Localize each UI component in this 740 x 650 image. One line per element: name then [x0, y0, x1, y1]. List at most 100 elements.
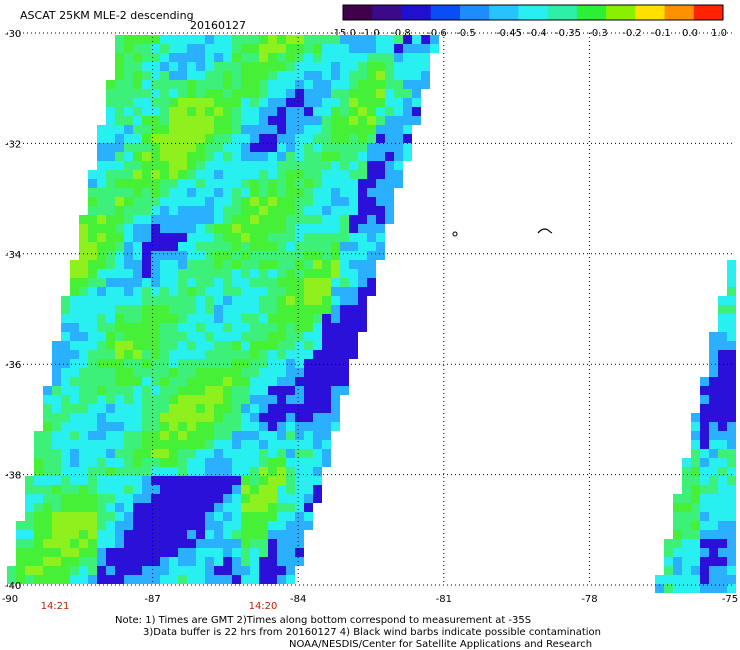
swath-cell [358, 323, 367, 332]
swath-cell [277, 53, 286, 62]
swath-cell [727, 458, 736, 467]
swath-cell [700, 566, 709, 575]
swath-cell [160, 287, 169, 296]
swath-cell [709, 530, 718, 539]
swath-cell [61, 386, 70, 395]
swath-cell [214, 323, 223, 332]
swath-cell [349, 305, 358, 314]
swath-cell [313, 305, 322, 314]
swath-cell [232, 251, 241, 260]
swath-cell [223, 566, 232, 575]
swath-cell [277, 296, 286, 305]
swath-cell [34, 530, 43, 539]
swath-cell [205, 233, 214, 242]
swath-cell [79, 449, 88, 458]
swath-cell [727, 413, 736, 422]
swath-cell [160, 125, 169, 134]
swath-cell [313, 332, 322, 341]
swath-cell [43, 512, 52, 521]
swath-cell [286, 278, 295, 287]
swath-cell [70, 512, 79, 521]
swath-cell [268, 71, 277, 80]
swath-cell [151, 287, 160, 296]
swath-cell [178, 539, 187, 548]
swath-cell [160, 548, 169, 557]
swath-cell [394, 125, 403, 134]
swath-cell [259, 53, 268, 62]
swath-cell [178, 179, 187, 188]
swath-cell [178, 323, 187, 332]
swath-cell [367, 224, 376, 233]
swath-cell [295, 449, 304, 458]
swath-cell [241, 566, 250, 575]
swath-cell [178, 233, 187, 242]
swath-cell [106, 467, 115, 476]
time-label: 14:20 [249, 601, 278, 612]
swath-cell [151, 35, 160, 44]
swath-cell [178, 377, 187, 386]
swath-cell [214, 386, 223, 395]
swath-cell [718, 368, 727, 377]
swath-cell [259, 215, 268, 224]
swath-cell [160, 62, 169, 71]
swath-cell [295, 512, 304, 521]
swath-cell [322, 269, 331, 278]
swath-cell [295, 377, 304, 386]
swath-cell [187, 242, 196, 251]
swath-cell [34, 503, 43, 512]
swath-cell [727, 404, 736, 413]
swath-cell [241, 80, 250, 89]
swath-cell [241, 395, 250, 404]
product-date: 20160127 [190, 19, 246, 32]
swath-cell [718, 431, 727, 440]
swath-cell [304, 143, 313, 152]
swath-cell [268, 269, 277, 278]
swath-cell [133, 242, 142, 251]
swath-cell [169, 98, 178, 107]
swath-cell [295, 368, 304, 377]
swath-cell [367, 215, 376, 224]
swath-cell [169, 152, 178, 161]
swath-cell [322, 305, 331, 314]
swath-cell [169, 521, 178, 530]
swath-cell [727, 539, 736, 548]
swath-cell [286, 242, 295, 251]
swath-cell [70, 278, 79, 287]
swath-cell [295, 458, 304, 467]
swath-cell [259, 413, 268, 422]
swath-cell [223, 494, 232, 503]
swath-cell [133, 377, 142, 386]
swath-cell [385, 44, 394, 53]
swath-cell [250, 287, 259, 296]
swath-cell [403, 62, 412, 71]
swath-cell [277, 278, 286, 287]
swath-cell [205, 368, 214, 377]
swath-cell [142, 503, 151, 512]
swath-cell [70, 476, 79, 485]
swath-cell [124, 458, 133, 467]
swath-cell [313, 296, 322, 305]
swath-cell [169, 395, 178, 404]
swath-cell [196, 377, 205, 386]
swath-cell [115, 260, 124, 269]
swath-cell [232, 53, 241, 62]
swath-cell [349, 44, 358, 53]
swath-cell [196, 368, 205, 377]
swath-cell [700, 458, 709, 467]
swath-cell [313, 179, 322, 188]
swath-cell [313, 161, 322, 170]
swath-cell [322, 44, 331, 53]
swath-cell [115, 161, 124, 170]
swath-cell [187, 80, 196, 89]
swath-cell [277, 377, 286, 386]
swath-cell [169, 575, 178, 584]
swath-cell [250, 332, 259, 341]
swath-cell [313, 413, 322, 422]
swath-cell [268, 287, 277, 296]
swath-cell [169, 179, 178, 188]
swath-cell [160, 170, 169, 179]
swath-cell [133, 413, 142, 422]
swath-cell [106, 215, 115, 224]
swath-cell [187, 251, 196, 260]
swath-cell [43, 404, 52, 413]
